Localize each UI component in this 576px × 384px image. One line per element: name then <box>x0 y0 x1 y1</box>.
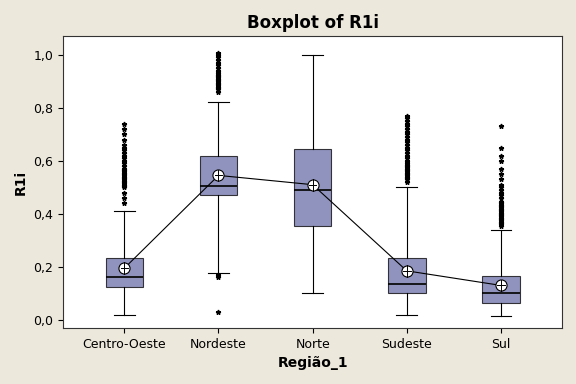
Y-axis label: R1i: R1i <box>14 169 28 195</box>
Title: Boxplot of R1i: Boxplot of R1i <box>247 14 378 32</box>
PathPatch shape <box>388 258 426 293</box>
PathPatch shape <box>294 149 331 226</box>
PathPatch shape <box>482 276 520 303</box>
X-axis label: Região_1: Região_1 <box>277 356 348 370</box>
PathPatch shape <box>105 258 143 287</box>
PathPatch shape <box>200 156 237 195</box>
